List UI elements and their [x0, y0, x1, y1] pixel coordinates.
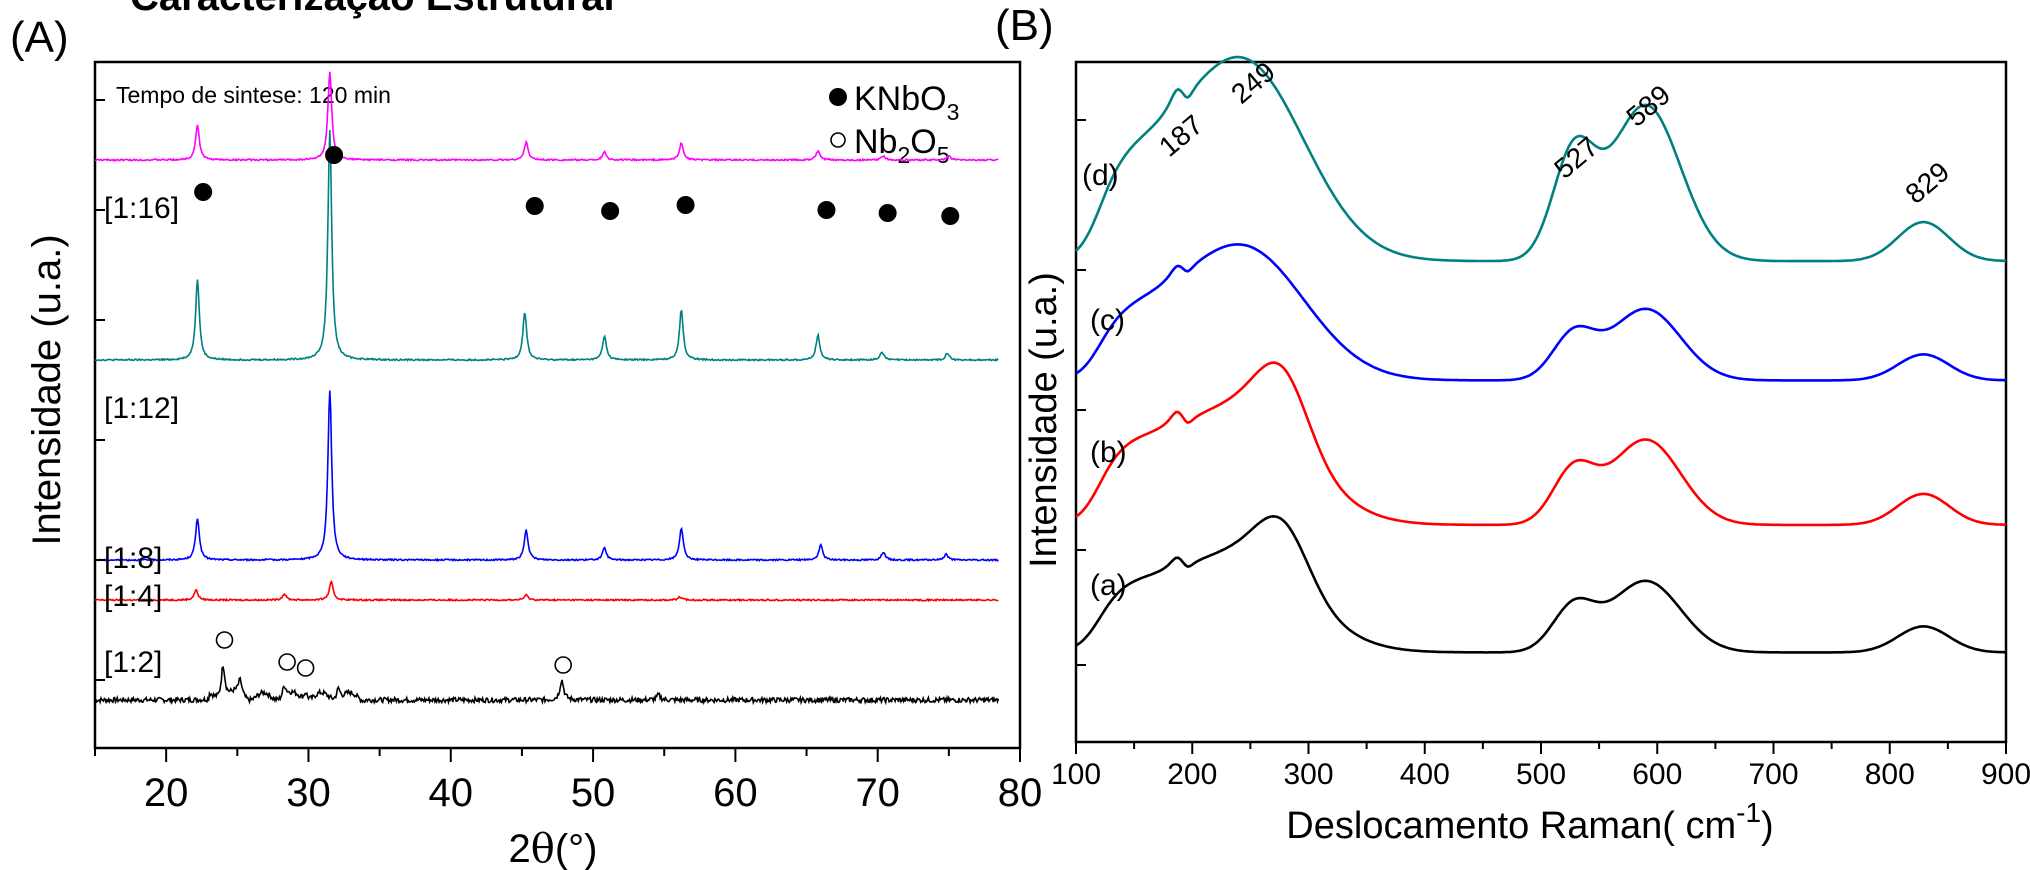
xrd-series-line — [94, 71, 999, 163]
panel-a-label: (A) — [10, 13, 69, 62]
raman-series-line — [1075, 55, 2007, 263]
x-tick-label: 100 — [1051, 758, 1101, 791]
x-tick-label: 30 — [286, 771, 331, 815]
panel-b-label: (B) — [995, 1, 1054, 50]
knbo3-marker — [941, 207, 960, 225]
raman-series-label: (a) — [1090, 569, 1127, 602]
legend-nb2o5-label: Nb2O5 — [854, 123, 950, 168]
x-tick-label: 900 — [1981, 758, 2030, 791]
panel-a-y-axis-title: Intensidade (u.a.) — [25, 234, 69, 545]
x-tick-label: 200 — [1167, 758, 1217, 791]
knbo3-marker — [525, 197, 544, 215]
synthesis-time-note: Tempo de sintese: 120 min — [116, 82, 391, 108]
legend-knbo3-label: KNbO3 — [854, 80, 959, 125]
knbo3-marker — [817, 201, 836, 219]
panel-a-phase-markers — [194, 146, 960, 677]
nb2o5-marker — [215, 631, 234, 649]
raman-peak-label: 249 — [1225, 56, 1281, 110]
panel-a: (A) Tempo de sintese: 120 min KNbO3Nb2O5… — [10, 13, 1042, 870]
x-tick-label: 600 — [1632, 758, 1682, 791]
x-tick-label: 300 — [1283, 758, 1333, 791]
panel-a-x-axis-title: 2θ(°) — [509, 826, 598, 870]
legend-filled-circle-marker — [829, 88, 847, 106]
xrd-series-label: [1:4] — [104, 580, 162, 613]
nb2o5-marker — [296, 659, 315, 677]
clipped-title: Caracterização Estrutural — [130, 0, 615, 19]
raman-series-line — [1075, 361, 2006, 527]
x-tick-label: 80 — [998, 771, 1043, 815]
xrd-series-line — [94, 579, 999, 603]
panel-b-y-axis-title: Intensidade (u.a.) — [1023, 272, 1065, 568]
raman-series-label: (b) — [1090, 436, 1127, 469]
legend-open-circle-marker — [830, 132, 846, 148]
xrd-series-label: [1:8] — [104, 542, 162, 575]
raman-peak-label: 589 — [1620, 79, 1676, 133]
panel-b-x-axis: 100 200 300 400 500 600 700 800 900 — [1051, 742, 2030, 791]
knbo3-marker — [325, 146, 344, 164]
panel-a-traces: [1:2] [1:4] [1:8] [1:12] [1:16] — [94, 71, 1000, 706]
xrd-series-line — [94, 390, 999, 563]
panel-a-x-axis: 20 30 40 50 60 70 80 — [94, 748, 1043, 815]
x-tick-label: 40 — [429, 771, 474, 815]
raman-series-line — [1075, 514, 2007, 654]
knbo3-marker — [601, 202, 620, 220]
x-tick-label: 700 — [1748, 758, 1798, 791]
xrd-series-label: [1:2] — [104, 646, 162, 679]
x-tick-label: 400 — [1400, 758, 1450, 791]
xrd-series-label: [1:16] — [104, 192, 179, 225]
x-tick-label: 20 — [144, 771, 189, 815]
knbo3-marker — [878, 204, 897, 222]
xrd-series-line — [94, 665, 1000, 706]
xrd-series-label: [1:12] — [104, 392, 179, 425]
panel-b-x-axis-title: Deslocamento Raman( cm-1) — [1286, 797, 1773, 847]
raman-series-label: (c) — [1090, 304, 1125, 337]
xrd-series-line — [94, 130, 999, 363]
panel-b-y-ticks — [1076, 119, 1086, 666]
knbo3-marker — [676, 196, 695, 214]
raman-series-line — [1075, 243, 2007, 382]
x-tick-label: 50 — [571, 771, 616, 815]
raman-series-label: (d) — [1082, 159, 1119, 192]
x-tick-label: 70 — [855, 771, 900, 815]
knbo3-marker — [194, 183, 213, 201]
x-tick-label: 60 — [713, 771, 758, 815]
panel-a-y-ticks — [95, 99, 105, 681]
raman-peak-label: 829 — [1899, 156, 1955, 210]
nb2o5-marker — [554, 656, 572, 674]
x-tick-label: 500 — [1516, 758, 1566, 791]
nb2o5-marker — [278, 653, 296, 671]
panel-a-plot-frame — [93, 60, 1022, 750]
x-tick-label: 800 — [1865, 758, 1915, 791]
